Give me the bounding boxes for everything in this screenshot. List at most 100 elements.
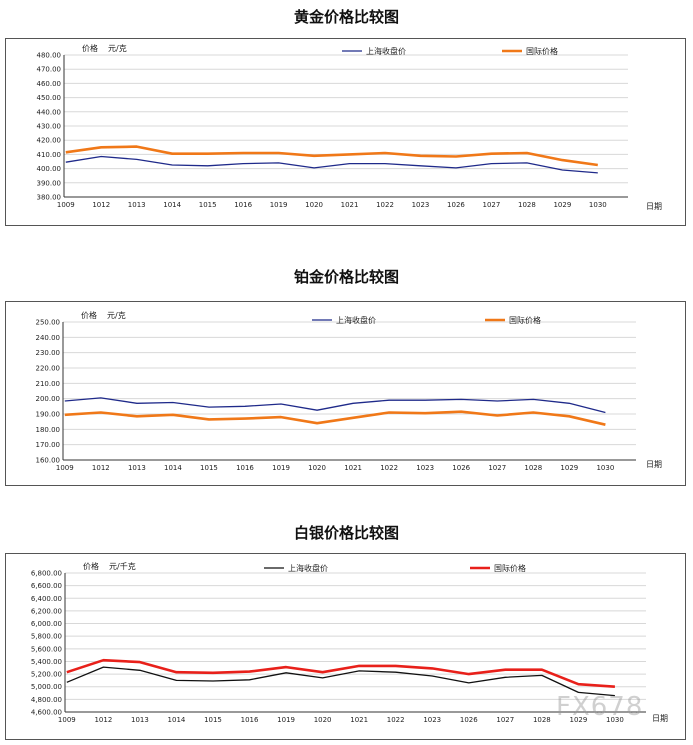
silver-chart-panel: 6,800.00 6,600.00 6,400.00 6,200.00 6,000.00…: [5, 553, 686, 740]
x-tick-label: 1027: [483, 201, 501, 209]
legend-label: 国际价格: [494, 563, 526, 573]
x-tick-label: 1030: [606, 716, 624, 724]
x-tick-label: 1030: [596, 464, 614, 472]
legend-label: 上海收盘价: [366, 46, 406, 56]
x-tick-label: 1022: [376, 201, 394, 209]
x-tick-label: 1014: [163, 201, 181, 209]
y-tick-label: 6,800.00: [31, 570, 62, 578]
x-tick-label: 1019: [277, 716, 295, 724]
x-tick-label: 1022: [387, 716, 405, 724]
x-tick-label: 1019: [272, 464, 290, 472]
x-tick-label: 1009: [56, 464, 74, 472]
x-tick-label: 1015: [200, 464, 218, 472]
platinum-chart-panel: 250.00 240.00 230.00 220.00 210.00 200.00 190.…: [5, 301, 686, 486]
y-axis-unit: 元/克: [108, 44, 127, 53]
fx678-watermark: FX678: [556, 692, 644, 722]
y-tick-label: 390.00: [37, 179, 62, 187]
y-tick-label: 220.00: [36, 365, 61, 373]
x-tick-label: 1016: [236, 464, 254, 472]
y-tick-label: 240.00: [36, 334, 61, 342]
x-tick-label: 1030: [589, 201, 607, 209]
y-tick-label: 410.00: [37, 151, 62, 159]
series-line-2: [66, 658, 615, 688]
x-tick-label: 1013: [131, 716, 149, 724]
x-tick-label: 1013: [128, 201, 146, 209]
x-tick-label: 1029: [560, 464, 578, 472]
x-tick-label: 1021: [344, 464, 362, 472]
y-tick-label: 6,200.00: [31, 607, 62, 615]
x-tick-label: 1023: [423, 716, 441, 724]
y-tick-label: 230.00: [36, 349, 61, 357]
y-tick-label: 4,800.00: [31, 696, 62, 704]
x-tick-label: 1019: [270, 201, 288, 209]
y-tick-label: 450.00: [37, 94, 62, 102]
y-tick-label: 5,600.00: [31, 645, 62, 653]
x-tick-label: 1016: [241, 716, 259, 724]
y-tick-label: 6,600.00: [31, 582, 62, 590]
y-tick-label: 480.00: [37, 52, 62, 60]
silver-chart-title: 白银价格比较图: [293, 524, 399, 542]
y-tick-label: 6,400.00: [31, 595, 62, 603]
platinum-chart-title: 铂金价格比较图: [293, 268, 399, 286]
y-tick-label: 5,200.00: [31, 671, 62, 679]
x-tick-label: 1029: [569, 716, 587, 724]
y-axis-unit: 元/克: [107, 311, 126, 320]
x-tick-label: 1027: [488, 464, 506, 472]
x-tick-label: 1026: [460, 716, 478, 724]
x-tick-label: 1012: [94, 716, 112, 724]
y-axis-label: 价格: [82, 43, 98, 53]
x-tick-label: 1014: [168, 716, 186, 724]
y-axis-unit: 元/千克: [109, 561, 136, 571]
legend-label: 国际价格: [526, 46, 558, 56]
x-tick-label: 1016: [234, 201, 252, 209]
x-tick-label: 1020: [314, 716, 332, 724]
x-tick-label: 1028: [518, 201, 536, 209]
x-tick-label: 1023: [412, 201, 430, 209]
y-tick-label: 180.00: [36, 426, 61, 434]
platinum-chart-svg: 250.00 240.00 230.00 220.00 210.00 200.00 190.…: [36, 310, 663, 472]
y-tick-label: 6,000.00: [31, 620, 62, 628]
x-tick-label: 1012: [92, 464, 110, 472]
x-tick-label: 1026: [447, 201, 465, 209]
y-tick-label: 440.00: [37, 108, 62, 116]
x-axis-label: 日期: [652, 714, 668, 723]
y-tick-label: 400.00: [37, 165, 62, 173]
legend-label: 国际价格: [509, 315, 541, 325]
x-tick-label: 1014: [164, 464, 182, 472]
legend-label: 上海收盘价: [288, 563, 328, 573]
series-line-1: [66, 666, 615, 697]
x-tick-label: 1028: [524, 464, 542, 472]
y-axis-label: 价格: [81, 310, 97, 320]
x-axis-label: 日期: [646, 202, 662, 211]
y-tick-label: 380.00: [37, 194, 62, 202]
silver-chart-svg: 6,800.00 6,600.00 6,400.00 6,200.00 6,000.00…: [31, 561, 668, 724]
y-tick-label: 470.00: [37, 66, 62, 74]
y-tick-label: 420.00: [37, 137, 62, 145]
y-tick-label: 5,400.00: [31, 658, 62, 666]
x-tick-label: 1027: [496, 716, 514, 724]
x-tick-label: 1020: [305, 201, 323, 209]
y-tick-label: 190.00: [36, 411, 61, 419]
gold-chart-panel: 480.00 470.00 460.00 450.00 440.00 430.00 420.…: [5, 38, 686, 226]
x-tick-label: 1028: [533, 716, 551, 724]
x-tick-label: 1022: [380, 464, 398, 472]
x-tick-label: 1009: [57, 201, 75, 209]
legend-label: 上海收盘价: [336, 315, 376, 325]
x-axis-label: 日期: [646, 460, 662, 469]
x-tick-label: 1021: [350, 716, 368, 724]
y-tick-label: 430.00: [37, 123, 62, 131]
x-tick-label: 1015: [204, 716, 222, 724]
x-tick-label: 1012: [92, 201, 110, 209]
y-tick-label: 210.00: [36, 380, 61, 388]
series-line-1: [64, 397, 606, 414]
gold-chart-title: 黄金价格比较图: [293, 8, 399, 26]
y-tick-label: 250.00: [36, 319, 61, 327]
y-tick-label: 160.00: [36, 457, 61, 465]
y-axis-label: 价格: [83, 561, 99, 571]
x-tick-label: 1026: [452, 464, 470, 472]
y-tick-label: 460.00: [37, 80, 62, 88]
y-tick-label: 5,000.00: [31, 683, 62, 691]
x-tick-label: 1020: [308, 464, 326, 472]
y-tick-label: 5,800.00: [31, 633, 62, 641]
y-tick-label: 200.00: [36, 395, 61, 403]
